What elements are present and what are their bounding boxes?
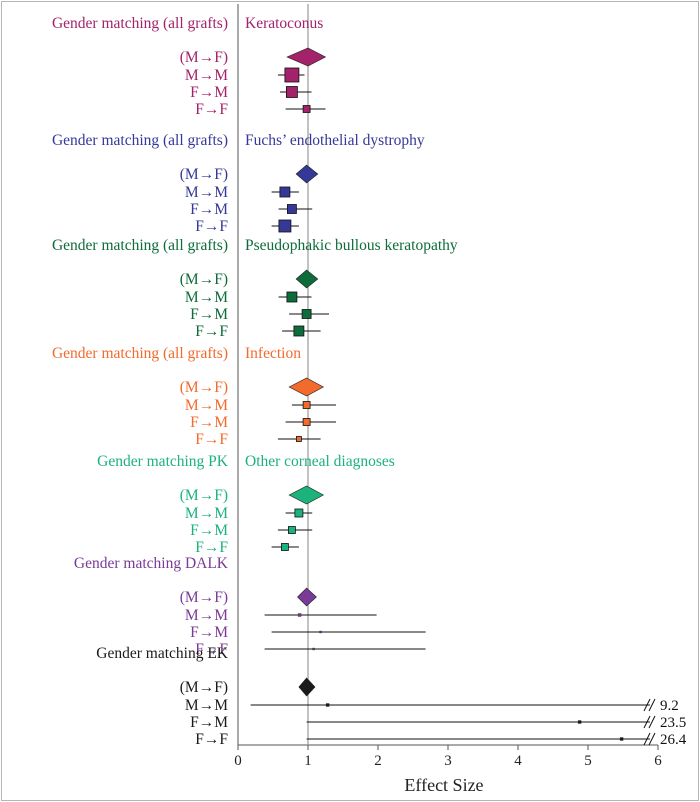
estimate-box <box>577 720 582 724</box>
row-label: F→M <box>190 201 228 218</box>
estimate-box <box>295 436 302 442</box>
estimate-box <box>278 219 292 233</box>
axis-break-mark <box>648 715 656 729</box>
row-label: (M→F) <box>180 487 228 504</box>
estimate-box <box>301 309 312 319</box>
row-label: F→F <box>195 323 228 340</box>
row-label: F→F <box>195 731 228 748</box>
x-tick-label: 5 <box>584 753 592 769</box>
group-diagnosis: Pseudophakic bullous keratopathy <box>245 237 458 254</box>
summary-diamond <box>295 269 319 289</box>
row-label: (M→F) <box>180 271 228 288</box>
estimate-box <box>302 401 311 409</box>
group-diagnosis: Infection <box>245 345 301 362</box>
estimate-box <box>286 291 298 303</box>
row-label: F→M <box>190 714 228 731</box>
row-label: M→M <box>185 67 228 84</box>
x-tick-label: 0 <box>234 753 242 769</box>
x-axis-title: Effect Size <box>404 775 483 795</box>
row-label: F→M <box>190 84 228 101</box>
x-tick-label: 4 <box>514 753 522 769</box>
axis-break-mark <box>643 732 651 746</box>
row-label: M→M <box>185 505 228 522</box>
x-tick-label: 2 <box>374 753 382 769</box>
row-label: (M→F) <box>180 589 228 606</box>
row-label: F→M <box>190 624 228 641</box>
estimate-box <box>294 508 304 518</box>
truncated-value-label: 26.4 <box>660 732 687 748</box>
row-label: M→M <box>185 697 228 714</box>
summary-diamond <box>288 377 325 397</box>
row-label: F→M <box>190 306 228 323</box>
estimate-box <box>619 737 624 741</box>
estimate-box <box>286 204 297 214</box>
row-label: (M→F) <box>180 679 228 696</box>
row-label: F→F <box>195 641 228 658</box>
row-label: F→F <box>195 431 228 448</box>
row-label: F→M <box>190 522 228 539</box>
summary-diamond <box>288 485 325 505</box>
row-label: (M→F) <box>180 166 228 183</box>
estimate-box <box>293 325 305 337</box>
axis-break-mark <box>648 698 656 712</box>
truncated-value-label: 23.5 <box>660 715 686 731</box>
group-heading: Gender matching DALK <box>74 555 229 572</box>
estimate-box <box>284 67 300 83</box>
group-diagnosis: Other corneal diagnoses <box>245 453 395 470</box>
axis-break-mark <box>643 715 651 729</box>
group-heading: Gender matching (all grafts) <box>52 345 228 362</box>
estimate-box <box>302 418 311 426</box>
estimate-box <box>279 186 291 198</box>
x-tick-label: 3 <box>444 753 452 769</box>
row-label: M→M <box>185 289 228 306</box>
estimate-box <box>312 647 315 651</box>
estimate-box <box>319 630 322 634</box>
row-label: F→F <box>195 218 228 235</box>
x-tick-label: 6 <box>654 753 662 769</box>
summary-diamond <box>298 677 316 697</box>
row-label: F→F <box>195 101 228 118</box>
truncated-value-label: 9.2 <box>660 698 679 714</box>
group-heading: Gender matching PK <box>97 453 229 470</box>
group-diagnosis: Keratoconus <box>245 15 323 32</box>
estimate-box <box>285 86 298 98</box>
row-label: F→F <box>195 539 228 556</box>
axis-break-mark <box>643 698 651 712</box>
row-label: (M→F) <box>180 379 228 396</box>
estimate-box <box>297 613 302 617</box>
summary-diamond <box>297 587 317 607</box>
row-label: M→M <box>185 607 228 624</box>
estimate-box <box>287 526 296 534</box>
axis-break-mark <box>648 732 656 746</box>
row-label: F→M <box>190 414 228 431</box>
estimate-box <box>325 703 330 707</box>
estimate-box <box>280 543 289 551</box>
group-heading: Gender matching (all grafts) <box>52 15 228 32</box>
summary-diamond <box>286 47 327 67</box>
group-heading: Gender matching (all grafts) <box>52 237 228 254</box>
row-label: M→M <box>185 184 228 201</box>
group-heading: Gender matching EK <box>96 645 229 662</box>
summary-diamond <box>295 164 319 184</box>
row-label: M→M <box>185 397 228 414</box>
row-label: (M→F) <box>180 49 228 66</box>
group-heading: Gender matching (all grafts) <box>52 132 228 149</box>
group-diagnosis: Fuchs’ endothelial dystrophy <box>245 132 425 149</box>
x-tick-label: 1 <box>304 753 312 769</box>
estimate-box <box>302 105 311 113</box>
